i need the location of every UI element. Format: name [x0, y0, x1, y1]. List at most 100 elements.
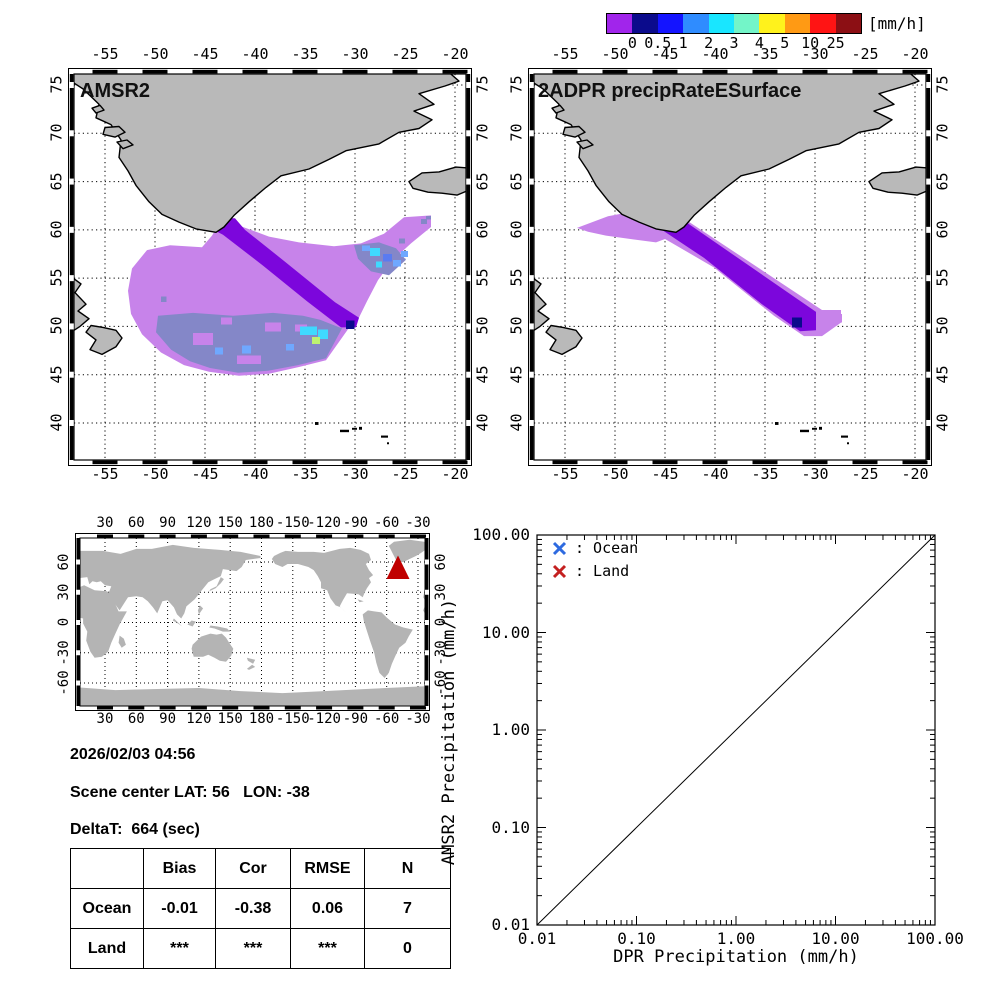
- table-header-cell: N: [364, 848, 451, 889]
- map-lon-tick-label: -50: [141, 465, 169, 483]
- world-lat-tick-label: -60: [56, 670, 72, 696]
- map-lon-tick-label: -50: [141, 45, 169, 63]
- scatter-x-tick-label: 10.00: [811, 929, 860, 948]
- map-lat-tick-label: 50: [473, 316, 492, 335]
- map-lat-tick-label: 50: [933, 316, 952, 335]
- map-lon-tick-label: -35: [291, 465, 319, 483]
- table-cell: -0.01: [143, 888, 216, 929]
- colorbar-tick-label: 0.5: [644, 34, 672, 52]
- table-cell: -0.38: [215, 888, 291, 929]
- map-lat-tick-label: 55: [933, 268, 952, 287]
- map-lat-tick-label: 70: [47, 123, 66, 142]
- scene-locator-world-map: [75, 533, 430, 711]
- world-lat-tick-label: 0: [56, 618, 72, 627]
- map-lon-tick-label: -20: [901, 465, 929, 483]
- table-cell: ***: [215, 928, 291, 969]
- map-lat-tick-label: 60: [473, 220, 492, 239]
- scatter-plot: [536, 534, 936, 926]
- map-lat-tick-label: 60: [507, 220, 526, 239]
- table-header-cell: RMSE: [290, 848, 365, 889]
- colorbar-tick-label: 3: [729, 34, 739, 52]
- map-lat-tick-label: 50: [507, 316, 526, 335]
- map-lat-tick-label: 60: [47, 220, 66, 239]
- world-lon-tick-label: 90: [159, 711, 177, 727]
- legend-label: : Land: [575, 562, 630, 580]
- world-lon-tick-label: -30: [405, 711, 431, 727]
- colorbar-tick-label: 5: [780, 34, 790, 52]
- map-lon-tick-label: -20: [441, 465, 469, 483]
- map-lat-tick-label: 45: [47, 365, 66, 384]
- map-lat-tick-label: 45: [507, 365, 526, 384]
- scene-center: Scene center LAT: 56 LON: -38: [70, 784, 310, 801]
- world-lon-tick-label: 120: [186, 515, 212, 531]
- colorbar-cell: [632, 14, 658, 33]
- colorbar-cell: [733, 14, 760, 33]
- table-cell: 0: [364, 928, 451, 969]
- colorbar-tick-label: 1: [678, 34, 688, 52]
- world-lon-tick-label: -150: [275, 515, 310, 531]
- map-lon-tick-label: -20: [441, 45, 469, 63]
- world-lon-tick-label: 180: [248, 515, 275, 531]
- world-lat-tick-label: 60: [56, 553, 72, 571]
- table-header-cell: Bias: [143, 848, 216, 889]
- map-lat-tick-label: 75: [933, 75, 952, 94]
- scatter-xaxis-label: DPR Precipitation (mm/h): [613, 947, 859, 967]
- world-lon-tick-label: 150: [217, 515, 243, 531]
- map-lon-tick-label: -40: [701, 45, 729, 63]
- world-lon-tick-label: -60: [374, 515, 400, 531]
- map-lon-tick-label: -55: [551, 45, 579, 63]
- map-lat-tick-label: 65: [507, 172, 526, 191]
- legend-item: : Land: [552, 562, 630, 580]
- map-lat-tick-label: 40: [47, 413, 66, 432]
- scatter-x-tick-label: 0.01: [517, 929, 557, 948]
- identity-line: [536, 534, 936, 926]
- map-lon-tick-label: -25: [851, 45, 879, 63]
- map-lon-tick-label: -40: [241, 45, 269, 63]
- world-lon-tick-label: 60: [127, 515, 145, 531]
- scatter-y-tick-label: 1.00: [491, 720, 530, 739]
- colorbar-cell: [810, 14, 836, 33]
- world-lon-tick-label: -150: [275, 711, 310, 727]
- map-lat-tick-label: 45: [933, 365, 952, 384]
- world-lon-tick-label: -60: [374, 711, 400, 727]
- map-lon-tick-label: -25: [851, 465, 879, 483]
- stats-table: Bias Cor RMSE N Ocean -0.01 -0.38 0.06 7 Land *** *…: [70, 848, 451, 969]
- map-lat-tick-label: 60: [933, 220, 952, 239]
- map-lat-tick-label: 50: [47, 316, 66, 335]
- map-lat-tick-label: 65: [933, 172, 952, 191]
- map-lon-tick-label: -55: [91, 465, 119, 483]
- table-cell: 0.06: [290, 888, 365, 929]
- dpr-map-title: 2ADPR precipRateESurface: [538, 80, 802, 102]
- table-header-row: Bias Cor RMSE N: [70, 848, 451, 889]
- scatter-x-tick-label: 100.00: [906, 929, 964, 948]
- map-lon-tick-label: -45: [651, 45, 679, 63]
- table-cell: ***: [143, 928, 216, 969]
- table-header-cell: Cor: [215, 848, 291, 889]
- world-lon-tick-label: -120: [307, 515, 341, 531]
- world-lon-tick-label: 30: [96, 515, 114, 531]
- world-lon-tick-label: 120: [186, 711, 212, 727]
- table-cell: 7: [364, 888, 451, 929]
- colorbar-cell: [657, 14, 684, 33]
- amsr2-map-title: AMSR2: [80, 80, 151, 102]
- table-header-cell: [70, 848, 144, 889]
- map-lon-tick-label: -55: [551, 465, 579, 483]
- map-lon-tick-label: -35: [751, 465, 779, 483]
- colorbar-cell: [683, 14, 709, 33]
- map-lat-tick-label: 55: [507, 268, 526, 287]
- map-lon-tick-label: -35: [751, 45, 779, 63]
- scene-deltat: DeltaT: 664 (sec): [70, 821, 200, 838]
- table-cell: ***: [290, 928, 365, 969]
- map-lon-tick-label: -55: [91, 45, 119, 63]
- world-lon-tick-label: -90: [342, 711, 369, 727]
- table-row: Land *** *** *** 0: [70, 928, 451, 969]
- colorbar-cell: [759, 14, 785, 33]
- map-lat-tick-label: 55: [47, 268, 66, 287]
- world-lat-tick-label: -30: [56, 640, 72, 666]
- x-marker-icon: [552, 541, 567, 555]
- table-row: Ocean -0.01 -0.38 0.06 7: [70, 888, 451, 929]
- map-lon-tick-label: -40: [701, 465, 729, 483]
- map-lat-tick-label: 75: [473, 75, 492, 94]
- legend-label: : Ocean: [575, 539, 639, 557]
